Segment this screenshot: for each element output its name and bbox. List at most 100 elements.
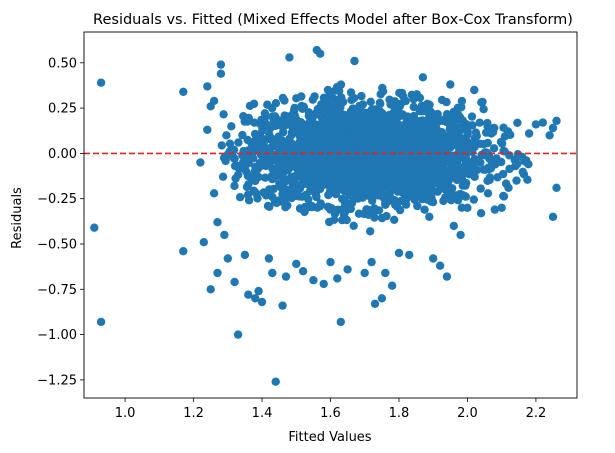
data-point (378, 170, 388, 180)
data-point (261, 173, 270, 182)
data-point (309, 172, 318, 181)
data-point (230, 181, 239, 191)
data-point (333, 274, 342, 283)
data-point (381, 268, 390, 278)
data-point (370, 299, 380, 308)
data-point (209, 96, 219, 106)
data-point (483, 138, 492, 148)
data-point (253, 194, 262, 203)
y-tick-label: 0.25 (48, 102, 77, 117)
points-layer (90, 45, 561, 386)
data-point (344, 117, 353, 127)
data-point (435, 261, 445, 270)
data-point (483, 122, 492, 131)
data-point (359, 171, 368, 180)
data-point (298, 267, 308, 276)
data-point (334, 108, 343, 117)
y-axis-label: Residuals (10, 187, 25, 249)
data-point (203, 125, 212, 134)
data-point (487, 160, 497, 170)
data-point (352, 105, 361, 114)
data-point (504, 183, 513, 192)
data-point (483, 176, 492, 185)
data-point (288, 157, 297, 166)
data-point (219, 110, 228, 119)
data-point (490, 205, 499, 214)
data-point (458, 116, 467, 125)
data-point (330, 184, 340, 193)
data-point (383, 111, 392, 121)
data-point (387, 281, 397, 290)
data-point (312, 145, 322, 154)
x-tick-label: 1.2 (183, 406, 204, 421)
data-point (395, 110, 404, 120)
data-point (227, 122, 236, 131)
data-point (552, 183, 561, 192)
data-point (519, 170, 529, 179)
data-point (470, 85, 479, 95)
data-point (499, 192, 509, 201)
data-point (436, 182, 445, 191)
data-point (513, 118, 522, 128)
data-point (401, 195, 410, 204)
data-point (209, 189, 219, 198)
data-point (364, 142, 373, 152)
data-point (484, 150, 494, 160)
data-point (510, 155, 519, 165)
x-axis-label: Fitted Values (288, 430, 371, 445)
data-point (391, 133, 400, 142)
data-point (418, 73, 428, 82)
data-point (422, 116, 431, 125)
data-point (307, 111, 316, 120)
data-point (472, 131, 481, 141)
data-point (425, 212, 434, 221)
data-point (216, 60, 226, 69)
y-tick-label: −1.00 (37, 328, 77, 343)
data-point (354, 187, 363, 196)
data-point (271, 99, 281, 108)
data-point (245, 101, 255, 111)
data-point (420, 188, 429, 197)
data-point (366, 97, 375, 107)
data-point (344, 184, 353, 193)
data-point (358, 100, 368, 109)
data-point (538, 118, 547, 127)
data-point (295, 204, 305, 213)
data-point (368, 196, 377, 205)
data-point (370, 204, 379, 213)
data-point (324, 172, 333, 181)
data-point (292, 259, 301, 269)
data-point (316, 199, 325, 208)
data-point (203, 82, 212, 91)
data-point (402, 139, 411, 148)
data-point (444, 112, 453, 121)
data-point (437, 95, 447, 105)
data-point (366, 227, 375, 236)
data-point (446, 80, 455, 89)
data-point (512, 176, 521, 185)
x-tick-label: 1.0 (115, 406, 136, 421)
data-point (497, 203, 506, 212)
data-point (325, 217, 334, 227)
data-point (409, 94, 418, 104)
data-point (479, 105, 488, 114)
x-tick-label: 1.6 (320, 406, 341, 421)
data-point (315, 129, 324, 138)
data-point (410, 116, 419, 125)
data-point (259, 188, 268, 197)
data-point (457, 96, 467, 106)
data-point (228, 152, 238, 161)
x-tick-label: 2.0 (457, 406, 478, 421)
data-point (323, 160, 333, 170)
data-point (199, 238, 208, 247)
data-point (548, 123, 558, 133)
data-point (308, 95, 317, 104)
data-point (449, 221, 458, 231)
x-tick-label: 2.2 (526, 406, 547, 421)
data-point (272, 153, 282, 162)
data-point (442, 272, 452, 281)
data-point (309, 276, 318, 285)
data-point (356, 115, 366, 124)
y-tick-label: −0.25 (37, 192, 77, 207)
